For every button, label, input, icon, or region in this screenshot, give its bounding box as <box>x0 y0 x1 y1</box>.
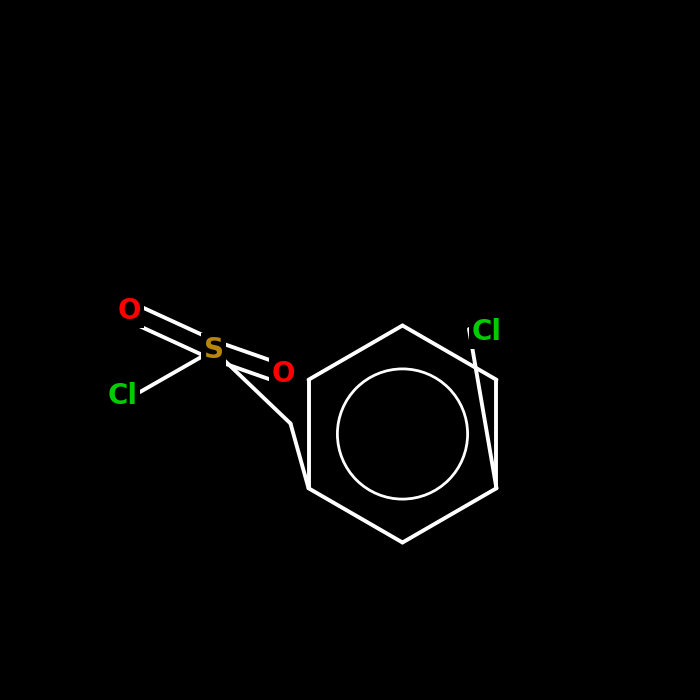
Text: Cl: Cl <box>108 382 137 409</box>
Text: Cl: Cl <box>472 318 501 346</box>
Text: O: O <box>272 360 295 388</box>
Text: S: S <box>204 336 223 364</box>
Text: O: O <box>118 298 141 326</box>
